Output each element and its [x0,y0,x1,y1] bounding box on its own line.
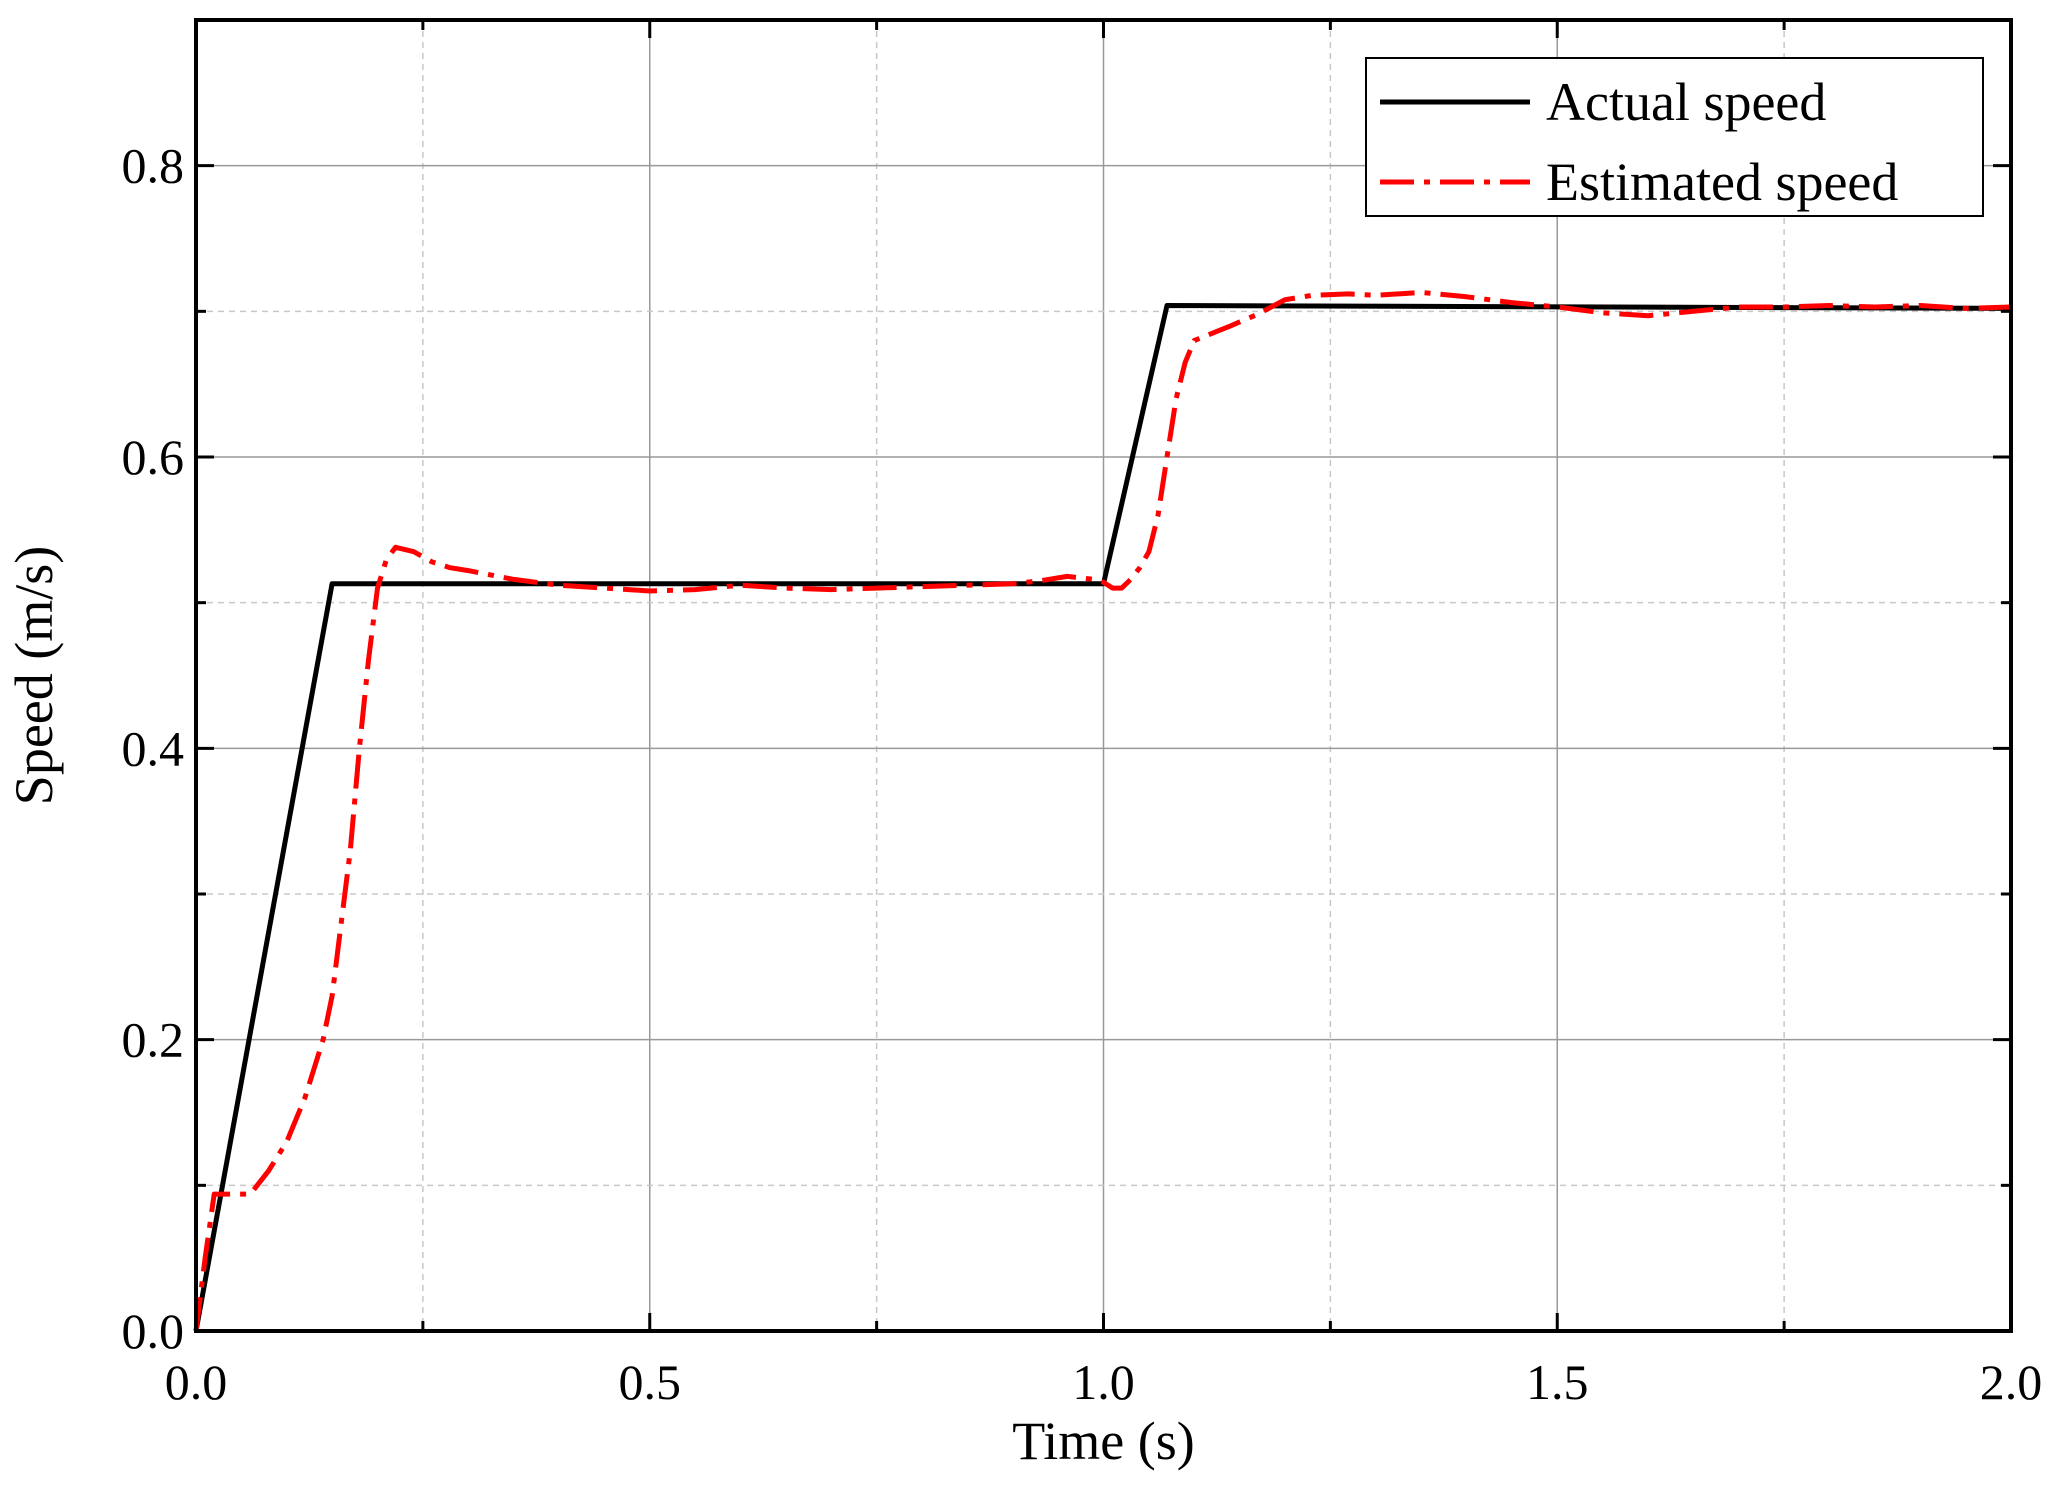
tick-labels: 0.0 0.5 1.0 1.5 2.0 0.0 0.2 0.4 0.6 0.8 [122,138,2043,1410]
x-axis-title: Time (s) [1012,1411,1195,1471]
y-tick-label: 0.8 [122,138,185,194]
x-tick-label: 2.0 [1980,1354,2043,1410]
series-layer [193,289,2012,1332]
y-tick-label: 0.2 [122,1012,185,1068]
axis-ticks [194,18,2013,1333]
y-tick-label: 0.0 [122,1303,185,1359]
series-line-estimated-speed [193,289,2012,1332]
x-tick-label: 0.0 [165,1354,228,1410]
legend: Actual speed Estimated speed [1365,57,1984,217]
x-tick-label: 0.5 [619,1354,682,1410]
y-axis-title: Speed (m/s) [4,546,64,805]
x-tick-label: 1.0 [1072,1354,1135,1410]
y-tick-label: 0.6 [122,429,185,485]
legend-box [1365,57,1984,217]
legend-label: Actual speed [1546,72,1826,132]
y-tick-label: 0.4 [122,720,185,776]
legend-label: Estimated speed [1546,152,1898,212]
x-tick-label: 1.5 [1526,1354,1589,1410]
